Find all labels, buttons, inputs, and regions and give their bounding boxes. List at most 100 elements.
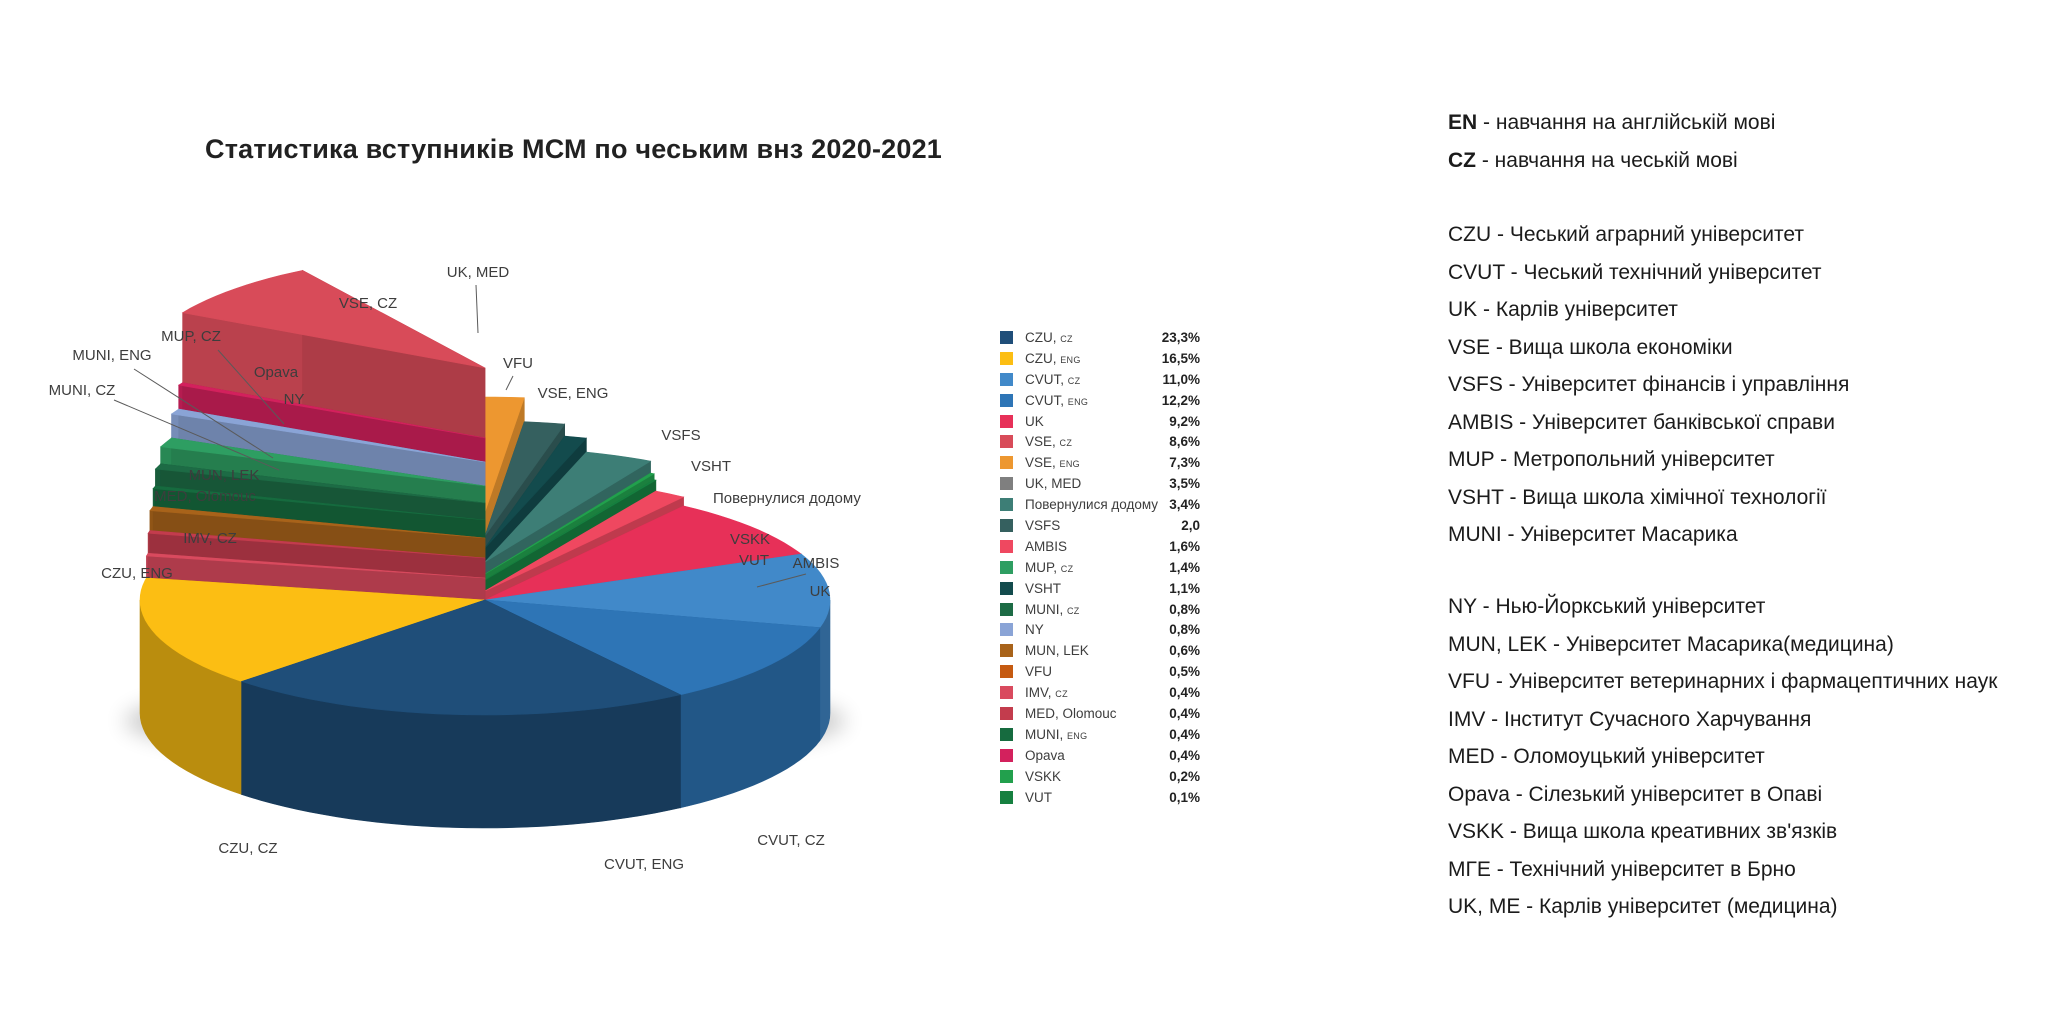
legend-swatch — [1000, 644, 1013, 658]
legend-value: 0,4% — [1169, 747, 1200, 763]
callout-leader — [133, 368, 274, 459]
legend-label-sub: ENG — [1067, 730, 1088, 741]
pie-slice-top — [484, 553, 831, 629]
legend-row: CVUT, ENG 12,2% — [1000, 390, 1200, 411]
legend-label: VSKK — [1025, 768, 1062, 784]
legend-label: VUT — [1025, 789, 1052, 805]
university-list-item: Opava - Сілезький університет в Опаві — [1448, 782, 1823, 806]
pie-callout-label: CZU, CZ — [218, 840, 277, 857]
legend-label: NY — [1025, 622, 1044, 638]
pie-slice-top — [484, 505, 803, 601]
pie-callout-label: AMBIS — [793, 555, 840, 572]
legend-label: AMBIS — [1025, 538, 1068, 554]
legend-label-sub: CZ — [1055, 689, 1068, 700]
legend-label-sub: CZ — [1060, 563, 1074, 574]
legend-label-sub: ENG — [1060, 354, 1081, 365]
legend-row: UK, MED 3,5% — [1000, 473, 1200, 494]
pie-slice-top — [240, 599, 682, 716]
legend-swatch — [1000, 790, 1013, 804]
language-abbr: CZ — [1448, 148, 1476, 172]
legend-swatch — [1000, 581, 1013, 595]
legend-value: 1,6% — [1169, 538, 1200, 554]
pie-slice-top — [181, 270, 486, 369]
pie-slice-top — [147, 530, 486, 559]
legend-swatch — [1000, 769, 1013, 783]
pie-callout-label: MUNI, ENG — [72, 347, 151, 364]
legend-row: NY 0,8% — [1000, 619, 1200, 640]
university-list-item: MUP - Метропольний університет — [1448, 448, 1775, 471]
legend-value: 0,5% — [1169, 664, 1200, 680]
chart-legend: CZU, CZ 23,3% CZU, ENG 16,5% CVUT, CZ 11,0% CV… — [1000, 327, 1200, 807]
pie-callout-label: VSKK — [730, 531, 770, 548]
legend-label-sub: CZ — [1067, 605, 1080, 616]
pie-slice-top — [145, 552, 486, 579]
legend-row: MUNI, ENG 0,4% — [1000, 724, 1200, 745]
legend-swatch — [1000, 727, 1013, 741]
legend-label: MED, Olomouc — [1025, 705, 1117, 721]
legend-swatch — [1000, 330, 1013, 344]
pie-callout-label: MUP, CZ — [161, 328, 221, 345]
university-list-item: VSKK - Вища школа креативних зв'язків — [1448, 820, 1838, 843]
legend-row: Повернулися додому 3,4% — [1000, 494, 1200, 515]
legend-label: VSFS — [1025, 517, 1061, 533]
legend-row: MUNI, CZ 0,8% — [1000, 599, 1200, 620]
pie-callout-label: MED, Olomouc — [154, 488, 256, 505]
language-key-line: CZ - навчання на чеській мові — [1448, 148, 1738, 172]
legend-swatch — [1000, 539, 1013, 553]
legend-row: VSKK 0,2% — [1000, 766, 1200, 787]
legend-swatch — [1000, 372, 1013, 386]
pie-callout-label: CZU, ENG — [101, 565, 173, 582]
legend-value: 0,8% — [1169, 622, 1200, 638]
language-key-block: EN - навчання на англійській мові CZ - на… — [1448, 104, 1775, 179]
legend-label: VSE, ENG — [1025, 455, 1080, 471]
university-list-2: NY - Нью-Йоркський університет MUN, LEK -… — [1448, 588, 1997, 926]
legend-label: IMV, CZ — [1025, 685, 1068, 701]
pie-slice-top — [484, 472, 656, 575]
legend-swatch — [1000, 602, 1013, 616]
pie-callout-label: MUN, LEK — [189, 467, 260, 484]
pie-slice-top — [139, 577, 486, 682]
pie-callout-label: VUT — [739, 552, 769, 569]
legend-row: VUT 0,1% — [1000, 787, 1200, 808]
legend-label-sub: ENG — [1059, 459, 1080, 470]
pie-callout-label: VSE, ENG — [538, 385, 609, 402]
callout-leader — [505, 375, 514, 391]
legend-value: 12,2% — [1161, 392, 1200, 408]
university-list-item: UK, ME - Карлів університет (медицина) — [1448, 895, 1838, 918]
pie-slice-top — [170, 408, 486, 463]
legend-value: 0,4% — [1169, 705, 1200, 721]
legend-row: Opava 0,4% — [1000, 745, 1200, 766]
legend-label: Повернулися додому — [1025, 497, 1159, 513]
pie-slice-top — [159, 437, 486, 487]
legend-label-sub: CZ — [1060, 333, 1073, 344]
legend-swatch — [1000, 748, 1013, 762]
legend-row: UK 9,2% — [1000, 411, 1200, 432]
university-list-item: VFU - Університет ветеринарних і фармаце… — [1448, 670, 1998, 693]
university-list-item: VSFS - Університет фінансів і управління — [1448, 373, 1850, 396]
legend-label: CZU, CZ — [1025, 329, 1073, 345]
legend-value: 9,2% — [1169, 413, 1200, 429]
legend-label: CVUT, ENG — [1025, 392, 1089, 408]
legend-label-sub: CZ — [1067, 375, 1081, 386]
university-list-item: IMV - Інститут Сучасного Харчування — [1448, 707, 1812, 731]
legend-swatch — [1000, 414, 1013, 428]
legend-row: CZU, ENG 16,5% — [1000, 348, 1200, 369]
legend-value: 3,5% — [1169, 476, 1200, 492]
legend-value: 16,5% — [1161, 350, 1200, 366]
legend-row: IMV, CZ 0,4% — [1000, 682, 1200, 703]
callout-leader — [217, 349, 285, 425]
pie-slice-top — [484, 421, 566, 537]
legend-label-sub: ENG — [1067, 396, 1089, 407]
legend-label: VSHT — [1025, 580, 1062, 596]
language-key-line: EN - навчання на англійській мові — [1448, 111, 1776, 134]
legend-swatch — [1000, 498, 1013, 512]
university-list-item: МГЕ - Технічний університет в Брно — [1448, 857, 1796, 881]
legend-row: VSFS 2,0 — [1000, 515, 1200, 536]
university-list-item: MUNI - Університет Масарика — [1448, 523, 1738, 546]
legend-swatch — [1000, 456, 1013, 470]
legend-label: MUNI, CZ — [1025, 601, 1080, 617]
legend-row: VFU 0,5% — [1000, 661, 1200, 682]
callout-leader — [475, 284, 479, 334]
